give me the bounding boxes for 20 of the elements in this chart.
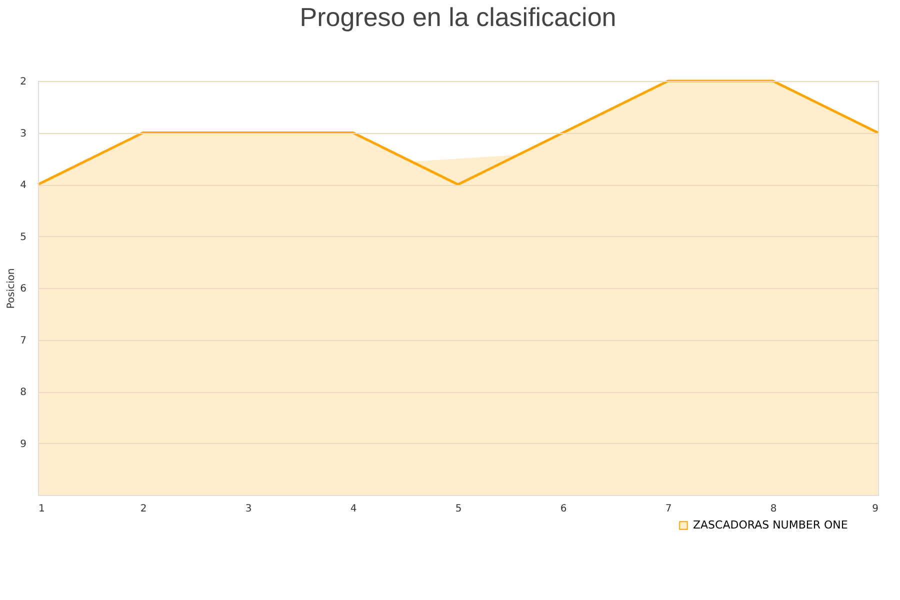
x-tick-label: 8 xyxy=(770,504,777,514)
y-tick-label: 4 xyxy=(20,180,26,191)
legend-label: ZASCADORAS NUMBER ONE xyxy=(693,518,848,532)
y-tick-label: 5 xyxy=(20,232,26,243)
chart-title: Progreso en la clasificacion xyxy=(300,2,616,32)
y-tick-label: 3 xyxy=(20,128,26,140)
x-tick-label: 4 xyxy=(350,504,357,514)
x-tick-label: 5 xyxy=(455,504,462,514)
x-tick-label: 2 xyxy=(140,504,147,514)
x-tick-label: 1 xyxy=(38,504,45,514)
y-tick-label: 7 xyxy=(20,335,26,346)
y-tick-label: 8 xyxy=(20,387,26,398)
y-axis-title: Posicion xyxy=(6,268,18,309)
y-tick-label: 2 xyxy=(20,76,26,88)
x-tick-label: 9 xyxy=(872,504,878,514)
y-tick-label: 6 xyxy=(20,284,26,294)
x-tick-label: 7 xyxy=(665,504,672,514)
x-tick-label: 6 xyxy=(560,504,567,514)
x-tick-label: 3 xyxy=(245,504,252,514)
y-tick-label: 9 xyxy=(20,438,26,450)
